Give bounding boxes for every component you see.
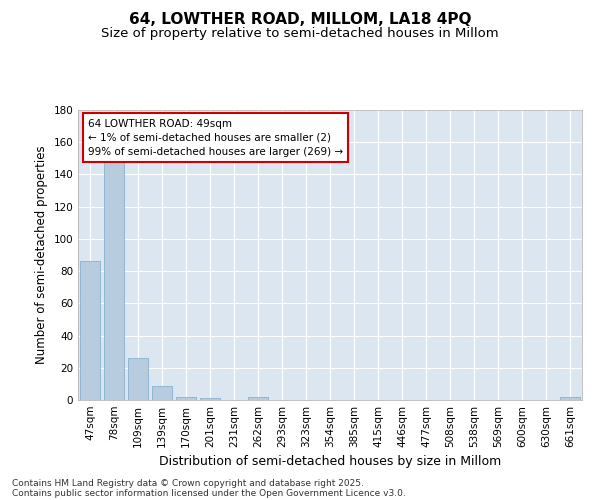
Text: Contains public sector information licensed under the Open Government Licence v3: Contains public sector information licen…: [12, 488, 406, 498]
X-axis label: Distribution of semi-detached houses by size in Millom: Distribution of semi-detached houses by …: [159, 456, 501, 468]
Bar: [128, 358, 148, 400]
Text: Size of property relative to semi-detached houses in Millom: Size of property relative to semi-detach…: [101, 28, 499, 40]
Bar: [176, 397, 196, 400]
Text: Contains HM Land Registry data © Crown copyright and database right 2025.: Contains HM Land Registry data © Crown c…: [12, 478, 364, 488]
Bar: [152, 386, 172, 400]
Text: 64 LOWTHER ROAD: 49sqm
← 1% of semi-detached houses are smaller (2)
99% of semi-: 64 LOWTHER ROAD: 49sqm ← 1% of semi-deta…: [88, 118, 343, 156]
Bar: [80, 262, 100, 400]
Bar: [200, 398, 220, 400]
Bar: [248, 397, 268, 400]
Bar: [104, 162, 124, 400]
Y-axis label: Number of semi-detached properties: Number of semi-detached properties: [35, 146, 48, 364]
Bar: [560, 397, 580, 400]
Text: 64, LOWTHER ROAD, MILLOM, LA18 4PQ: 64, LOWTHER ROAD, MILLOM, LA18 4PQ: [129, 12, 471, 28]
